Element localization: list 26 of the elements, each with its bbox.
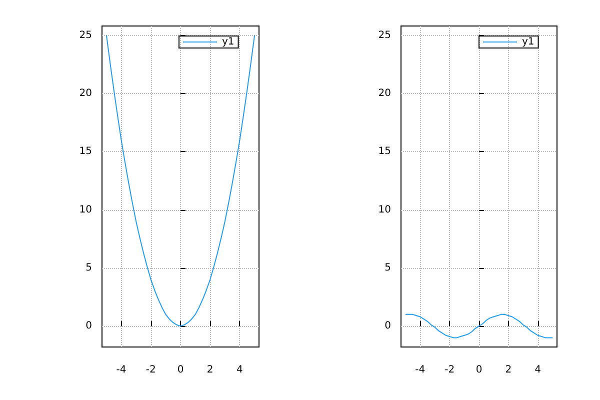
y-tick-label: 25 — [79, 30, 92, 41]
y-tick-label: 25 — [378, 30, 391, 41]
y-tick-label: 15 — [378, 146, 391, 158]
x-tick-label: -2 — [146, 364, 156, 376]
x-tick-label: 4 — [236, 364, 243, 376]
x-tick-label: 4 — [534, 364, 542, 376]
y-tick-label: 10 — [378, 204, 391, 216]
x-tick-label: -2 — [444, 364, 455, 376]
y-tick-label: 0 — [86, 320, 92, 332]
x-tick-label: -4 — [116, 364, 126, 376]
y-tick-label: 20 — [79, 88, 92, 99]
line-series — [404, 314, 554, 338]
y-tick-label: 5 — [384, 262, 391, 274]
y-tick-label: 10 — [79, 204, 92, 216]
x-tick-label: -4 — [415, 364, 426, 376]
y-tick-label: 20 — [378, 88, 391, 99]
legend-label: y1 — [522, 36, 534, 48]
x-tick-label: 2 — [206, 364, 214, 376]
x-tick-label: 0 — [476, 364, 482, 376]
x-tick-label: 2 — [505, 364, 512, 376]
legend-label: y1 — [222, 36, 234, 48]
y-tick-label: 15 — [79, 146, 92, 158]
x-tick-label: 0 — [177, 364, 184, 376]
line-series — [106, 34, 256, 327]
y-tick-label: 0 — [384, 320, 391, 332]
y-tick-label: 5 — [86, 262, 92, 274]
